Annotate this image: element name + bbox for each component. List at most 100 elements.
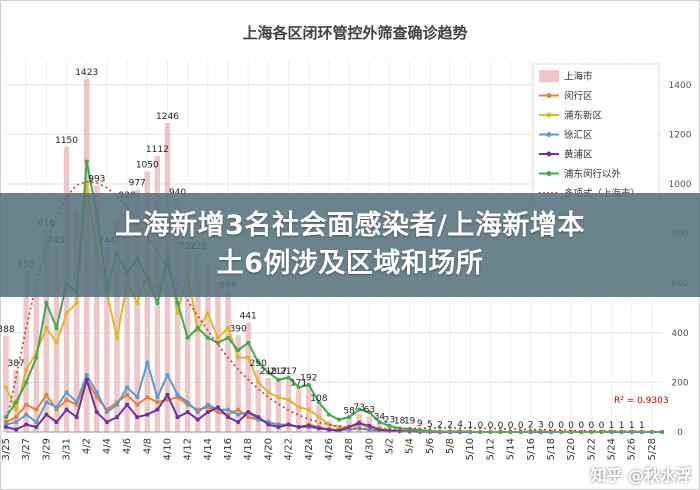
series-point xyxy=(205,310,210,315)
bar-data-label: 390 xyxy=(230,324,247,334)
series-point xyxy=(175,301,180,306)
legend-label: 上海市 xyxy=(564,71,593,83)
series-point xyxy=(337,417,342,422)
series-point xyxy=(94,390,99,395)
legend-marker xyxy=(546,112,552,118)
bar xyxy=(215,283,221,432)
series-point xyxy=(135,402,140,407)
bar-data-label: 73 xyxy=(354,403,365,413)
series-point xyxy=(195,325,200,330)
x-tick-label: 5/6 xyxy=(425,438,436,454)
series-point xyxy=(347,415,352,420)
bar-data-label: 0 xyxy=(578,421,584,431)
series-point xyxy=(215,405,220,410)
bar xyxy=(225,291,231,432)
headline-banner: 上海新增3名社会面感染者/上海新增本 土6例涉及区域和场所 xyxy=(0,193,700,297)
bar-data-label: 19 xyxy=(404,416,416,426)
x-tick-label: 3/25 xyxy=(1,438,12,460)
x-tick-label: 5/18 xyxy=(546,438,557,460)
bar xyxy=(245,322,251,432)
series-point xyxy=(185,400,190,405)
series-point xyxy=(125,392,130,397)
bar-data-label: 4 xyxy=(457,420,463,430)
x-tick-label: 4/30 xyxy=(364,438,375,460)
bar-data-label: 3 xyxy=(538,420,544,430)
bar xyxy=(144,171,151,432)
bar-data-label: 18 xyxy=(394,417,406,427)
series-point xyxy=(256,380,261,385)
bar-data-label: 1 xyxy=(639,421,645,431)
series-point xyxy=(155,400,160,405)
bar-data-label: 1246 xyxy=(156,112,179,122)
series-point xyxy=(205,335,210,340)
bar-data-label: 2 xyxy=(528,421,534,431)
x-tick-label: 3/27 xyxy=(21,438,32,460)
y-tick-label: 400 xyxy=(671,329,688,339)
series-point xyxy=(205,402,210,407)
series-point xyxy=(256,360,261,365)
bar-data-label: 108 xyxy=(310,394,327,404)
series-point xyxy=(34,355,39,360)
series-point xyxy=(357,407,362,412)
series-point xyxy=(215,340,220,345)
bar xyxy=(3,335,9,432)
x-tick-label: 4/22 xyxy=(284,438,295,460)
bar-data-label: 171 xyxy=(290,379,307,389)
series-point xyxy=(115,335,120,340)
series-point xyxy=(357,421,362,426)
series-point xyxy=(266,390,271,395)
series-point xyxy=(14,400,19,405)
bar-data-label: 0 xyxy=(508,421,514,431)
series-point xyxy=(296,425,301,430)
chart-title: 上海各区闭环管控外筛查确诊趋势 xyxy=(242,24,467,42)
series-point xyxy=(24,422,29,427)
bar xyxy=(184,252,191,432)
x-tick-label: 4/28 xyxy=(344,438,355,460)
x-tick-label: 5/16 xyxy=(526,438,537,460)
x-tick-label: 4/6 xyxy=(122,438,133,454)
bar-data-label: 1050 xyxy=(136,161,159,171)
x-tick-label: 3/31 xyxy=(62,438,73,460)
series-point xyxy=(226,407,231,412)
series-point xyxy=(236,348,241,353)
series-point xyxy=(236,355,241,360)
bar-data-label: 2 xyxy=(447,421,453,431)
bar xyxy=(265,377,272,432)
bar-data-label: 388 xyxy=(0,325,15,335)
series-point xyxy=(155,301,160,306)
bar xyxy=(43,229,50,432)
bar-data-label: 23 xyxy=(384,415,395,425)
bar xyxy=(346,417,352,432)
bar-data-label: 34 xyxy=(374,413,386,423)
series-point xyxy=(34,425,39,430)
series-point xyxy=(377,420,382,425)
series-point xyxy=(236,407,241,412)
bar xyxy=(295,389,302,432)
series-point xyxy=(135,301,140,306)
series-point xyxy=(246,410,251,415)
series-point xyxy=(185,410,190,415)
series-point xyxy=(14,427,19,432)
series-point xyxy=(195,417,200,422)
series-point xyxy=(316,415,321,420)
series-point xyxy=(367,423,372,428)
bar-data-label: 1150 xyxy=(55,136,78,146)
x-tick-label: 4/10 xyxy=(162,438,173,460)
series-point xyxy=(125,385,130,390)
series-point xyxy=(44,325,49,330)
series-point xyxy=(306,423,311,428)
series-point xyxy=(104,410,109,415)
bar-data-label: 2 xyxy=(437,421,443,431)
series-point xyxy=(145,395,150,400)
bar-data-label: 1112 xyxy=(146,145,169,155)
bar-data-label: 192 xyxy=(300,373,317,383)
legend-label: 浦东闵行以外 xyxy=(564,168,622,180)
series-point xyxy=(44,412,49,417)
series-point xyxy=(286,375,291,380)
x-tick-label: 5/24 xyxy=(607,438,618,460)
x-tick-label: 4/18 xyxy=(243,438,254,460)
legend-marker xyxy=(546,151,552,157)
x-tick-label: 5/10 xyxy=(465,438,476,460)
series-point xyxy=(175,310,180,315)
bar-data-label: 1 xyxy=(629,421,635,431)
